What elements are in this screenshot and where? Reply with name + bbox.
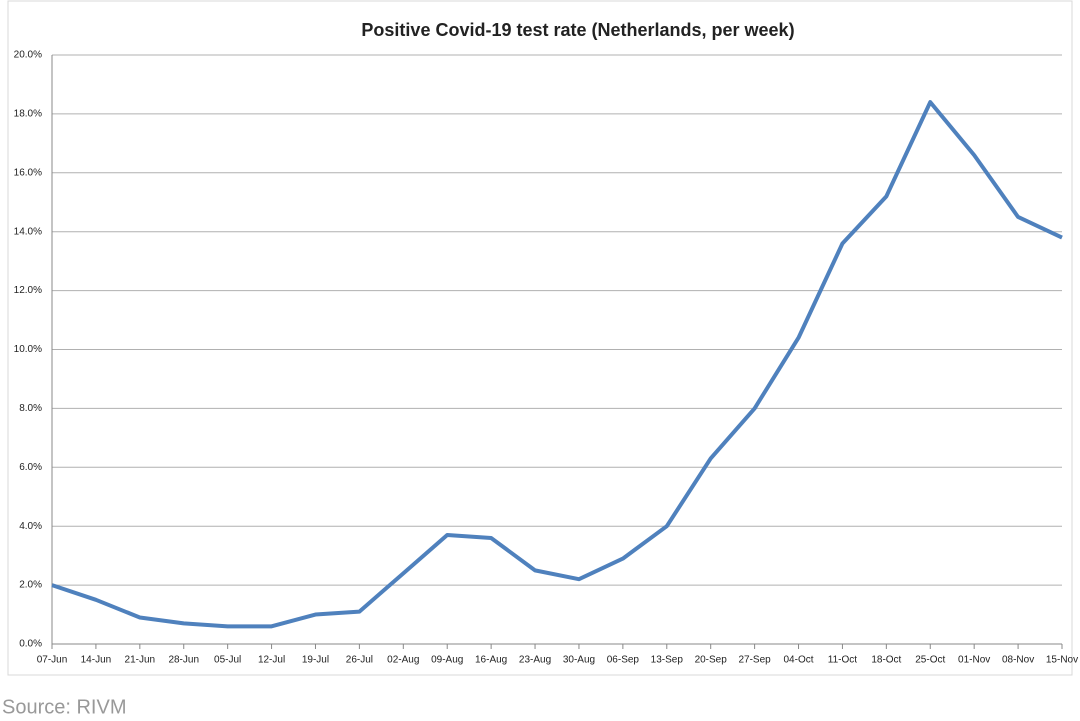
x-tick-label: 04-Oct	[784, 655, 814, 666]
x-tick-label: 26-Jul	[346, 655, 373, 666]
x-tick-label: 21-Jun	[125, 655, 156, 666]
x-tick-label: 25-Oct	[915, 655, 945, 666]
x-tick-label: 01-Nov	[958, 655, 990, 666]
y-tick-label: 18.0%	[14, 109, 42, 120]
x-tick-label: 12-Jul	[258, 655, 285, 666]
x-tick-label: 18-Oct	[871, 655, 901, 666]
chart-frame	[7, 0, 1073, 676]
x-tick-label: 16-Aug	[475, 655, 507, 666]
chart-title: Positive Covid-19 test rate (Netherlands…	[361, 20, 794, 40]
y-tick-label: 4.0%	[19, 521, 42, 532]
x-tick-label: 19-Jul	[302, 655, 329, 666]
y-tick-label: 0.0%	[19, 639, 42, 650]
source-note: Source: RIVM	[2, 696, 126, 718]
x-tick-label: 23-Aug	[519, 655, 551, 666]
x-tick-label: 08-Nov	[1002, 655, 1034, 666]
x-tick-label: 30-Aug	[563, 655, 595, 666]
y-tick-label: 12.0%	[14, 285, 42, 296]
data-line	[51, 100, 1063, 629]
y-tick-label: 6.0%	[19, 462, 42, 473]
x-tick-label: 11-Oct	[828, 655, 857, 666]
x-tick-label: 05-Jul	[214, 655, 241, 666]
x-tick-label: 28-Jun	[168, 655, 199, 666]
y-tick-label: 10.0%	[14, 344, 42, 355]
y-tick-label: 16.0%	[14, 167, 42, 178]
x-tick-label: 09-Aug	[431, 655, 463, 666]
x-tick-label: 02-Aug	[387, 655, 419, 666]
y-tick-label: 8.0%	[19, 403, 42, 414]
x-tick-label: 14-Jun	[81, 655, 112, 666]
y-tick-label: 20.0%	[14, 50, 42, 61]
x-tick-label: 13-Sep	[651, 655, 684, 666]
y-tick-label: 14.0%	[14, 226, 42, 237]
y-tick-label: 2.0%	[19, 580, 42, 591]
x-tick-label: 06-Sep	[607, 655, 640, 666]
x-tick-label: 07-Jun	[37, 655, 68, 666]
x-tick-label: 15-Nov	[1046, 655, 1078, 666]
x-tick-label: 20-Sep	[695, 655, 728, 666]
x-tick-label: 27-Sep	[738, 655, 771, 666]
